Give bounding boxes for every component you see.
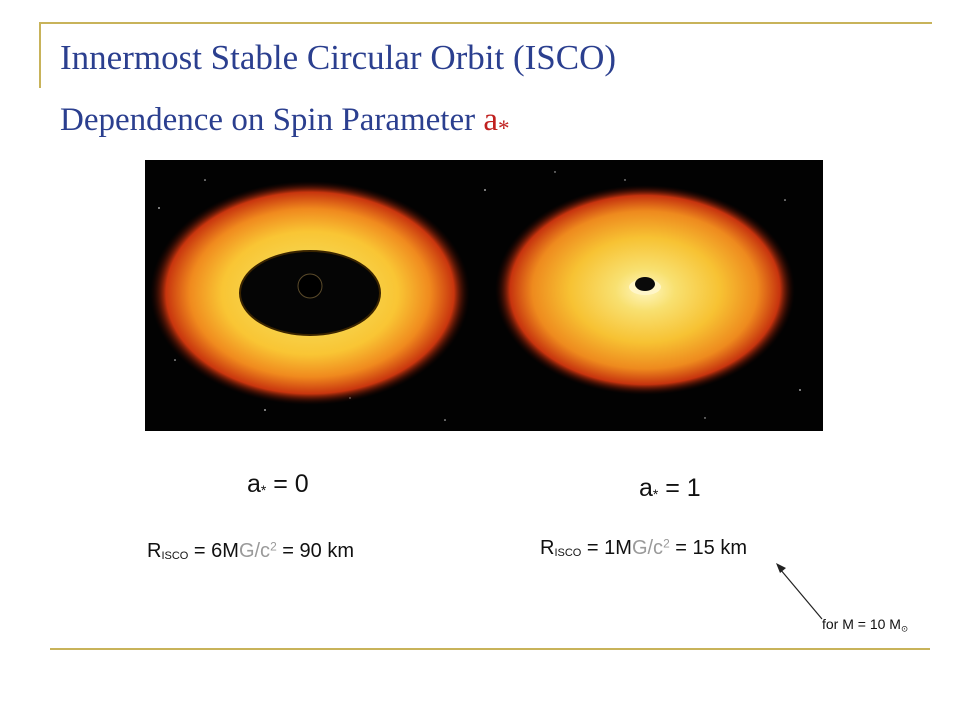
left-vertical-rule [39, 22, 41, 88]
slide-subtitle: Dependence on Spin Parameter a* [60, 102, 510, 142]
slide-title: Innermost Stable Circular Orbit (ISCO) [60, 38, 617, 77]
right-spin-caption: a* = 1 [639, 474, 701, 502]
bottom-horizontal-rule [50, 648, 930, 650]
mass-footnote: for M = 10 M⊙ [822, 616, 908, 634]
left-spin-caption: a* = 0 [247, 470, 309, 498]
black-hole-accretion-disk-image [145, 160, 823, 431]
top-horizontal-rule [39, 22, 932, 24]
subtitle-text: Dependence on Spin Parameter [60, 102, 484, 138]
left-isco-formula: RISCO = 6MG/c2 = 90 km [147, 539, 355, 563]
spin-symbol: a* [483, 102, 510, 141]
footnote-arrow [776, 563, 823, 620]
right-isco-formula: RISCO = 1MG/c2 = 15 km [540, 536, 748, 560]
